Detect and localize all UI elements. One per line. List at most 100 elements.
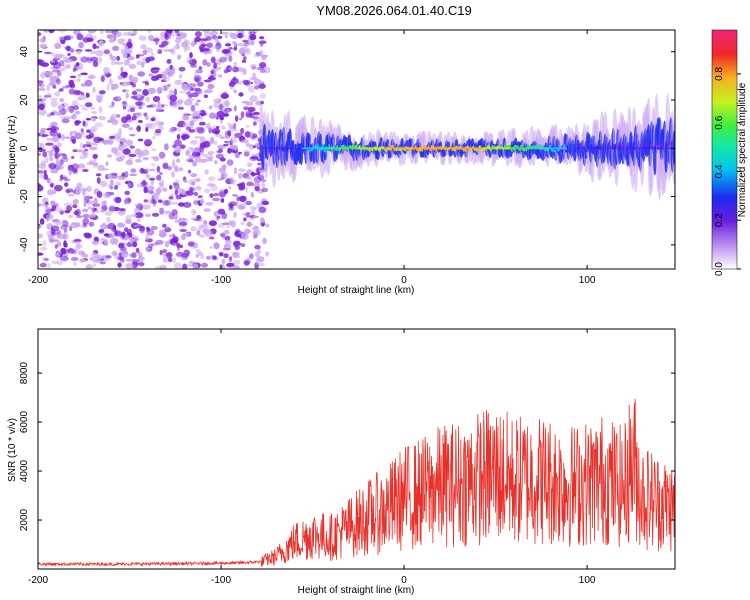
noise-blob xyxy=(219,56,227,63)
noise-blob xyxy=(50,100,58,108)
noise-blob xyxy=(265,251,270,257)
noise-blob xyxy=(161,84,169,92)
noise-blob xyxy=(144,47,153,53)
noise-blob xyxy=(183,46,188,53)
noise-blob xyxy=(131,259,140,263)
noise-blob xyxy=(200,223,209,229)
noise-blob xyxy=(235,200,240,207)
noise-blob xyxy=(95,49,104,57)
noise-blob xyxy=(154,265,163,269)
noise-blob xyxy=(80,72,88,76)
noise-blob xyxy=(176,123,181,127)
noise-blob xyxy=(82,168,89,173)
noise-blob xyxy=(48,152,53,157)
noise-blob xyxy=(83,222,87,227)
noise-blob xyxy=(260,100,265,105)
noise-blob xyxy=(56,142,63,148)
noise-blob xyxy=(162,223,167,228)
noise-blob xyxy=(228,201,238,207)
noise-blob xyxy=(214,160,218,165)
noise-blob xyxy=(142,80,149,84)
noise-blob xyxy=(83,200,87,208)
noise-blob xyxy=(176,99,184,104)
noise-blob xyxy=(80,132,85,136)
noise-blob xyxy=(39,262,47,268)
noise-blob xyxy=(48,82,57,86)
noise-blob xyxy=(135,88,143,92)
spectrogram-y-tick-label: 40 xyxy=(19,46,30,58)
noise-blob xyxy=(86,161,93,166)
noise-blob xyxy=(220,93,229,99)
noise-blob xyxy=(196,152,201,157)
noise-blob xyxy=(129,107,135,113)
noise-blob xyxy=(181,252,190,258)
noise-blob xyxy=(262,237,267,245)
noise-blob xyxy=(85,264,93,269)
noise-blob xyxy=(75,62,80,67)
noise-blob xyxy=(233,105,237,112)
noise-blob xyxy=(138,35,147,41)
noise-blob xyxy=(224,239,232,244)
noise-blob xyxy=(76,149,83,153)
noise-blob xyxy=(65,45,71,52)
noise-blob xyxy=(132,32,137,36)
noise-blob xyxy=(67,248,76,254)
noise-blob xyxy=(171,257,176,263)
noise-blob xyxy=(176,54,182,60)
noise-blob xyxy=(157,199,163,203)
noise-blob xyxy=(218,148,223,154)
noise-blob xyxy=(214,210,219,218)
noise-blob xyxy=(158,121,165,126)
noise-blob xyxy=(254,186,260,192)
noise-blob xyxy=(250,205,257,212)
noise-blob xyxy=(65,106,74,113)
noise-blob xyxy=(103,192,111,199)
noise-blob xyxy=(259,36,265,40)
noise-blob xyxy=(202,59,208,66)
noise-blob xyxy=(108,205,116,213)
noise-blob xyxy=(240,243,246,248)
noise-blob xyxy=(193,72,197,78)
noise-blob xyxy=(145,234,150,241)
noise-blob xyxy=(44,257,49,262)
noise-blob xyxy=(241,100,249,104)
noise-blob xyxy=(212,46,221,49)
noise-blob xyxy=(158,182,164,187)
noise-blob xyxy=(145,127,149,132)
noise-blob xyxy=(186,57,193,64)
noise-blob xyxy=(240,232,249,240)
noise-blob xyxy=(78,104,86,108)
noise-blob xyxy=(129,133,136,137)
noise-blob xyxy=(162,257,169,263)
noise-blob xyxy=(91,117,97,122)
noise-blob xyxy=(106,154,113,158)
noise-blob xyxy=(228,220,233,226)
noise-blob xyxy=(249,95,258,103)
noise-blob xyxy=(77,73,82,78)
noise-blob xyxy=(125,92,129,99)
noise-blob xyxy=(203,94,208,98)
colorbar-gradient xyxy=(711,29,738,270)
noise-blob xyxy=(224,244,228,249)
noise-blob xyxy=(237,204,245,210)
noise-blob xyxy=(137,256,145,262)
noise-blob xyxy=(243,151,250,157)
noise-blob xyxy=(100,75,105,83)
noise-blob xyxy=(82,37,90,43)
noise-blob xyxy=(228,256,233,262)
noise-blob xyxy=(143,186,148,194)
colorbar-tick-label: 0.0 xyxy=(714,262,725,276)
noise-blob xyxy=(117,75,123,80)
noise-blob xyxy=(148,34,154,42)
noise-blob xyxy=(196,215,201,220)
colorbar-tick-label: 0.4 xyxy=(714,164,725,178)
noise-blob xyxy=(238,92,244,97)
noise-blob xyxy=(186,264,194,267)
noise-blob xyxy=(181,135,187,141)
noise-blob xyxy=(154,129,162,134)
noise-blob xyxy=(223,229,230,235)
noise-blob xyxy=(88,221,95,227)
noise-blob xyxy=(52,136,60,143)
noise-blob xyxy=(139,167,145,174)
noise-blob xyxy=(190,173,198,178)
